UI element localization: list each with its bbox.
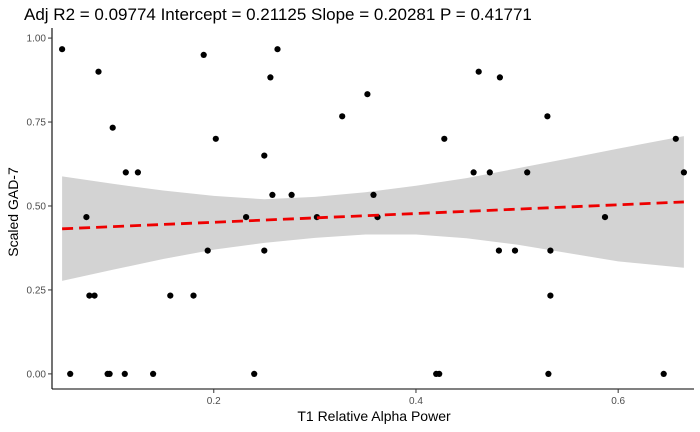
data-point [121,370,128,377]
data-point [67,370,74,377]
data-point [288,191,295,198]
confidence-band-layer [62,136,684,281]
chart-title: Adj R2 = 0.09774 Intercept = 0.21125 Slo… [24,5,532,24]
points-layer [59,46,688,377]
data-point [441,135,448,142]
x-tick-label: 0.4 [409,396,423,407]
data-point [150,370,157,377]
data-point [545,370,552,377]
data-point [95,68,102,75]
data-point [109,124,116,131]
data-point [524,169,531,176]
data-point [486,169,493,176]
x-tick-label: 0.6 [611,396,625,407]
x-axis-label: T1 Relative Alpha Power [297,408,451,424]
data-point [660,370,667,377]
x-tick-label: 0.2 [207,396,221,407]
data-point [470,169,477,176]
data-point [190,292,197,299]
data-point [436,370,443,377]
y-tick-label: 1.00 [27,34,47,45]
data-point [106,370,113,377]
data-point [547,247,554,254]
y-tick-label: 0.75 [27,118,47,129]
data-point [274,46,281,53]
regression-line [62,200,684,231]
data-point [83,214,90,221]
data-point [672,135,679,142]
y-tick-label: 0.50 [27,201,47,212]
data-point [547,292,554,299]
confidence-band [62,136,684,281]
data-point [601,214,609,221]
data-point [475,68,482,75]
data-point [167,292,174,299]
data-point [86,292,93,299]
axes-layer: 0.2 0.4 0.6 0.00 0.25 0.50 0.75 1.00 [27,28,694,407]
data-point [267,74,274,81]
fit-line-layer [62,200,684,231]
y-tick-label: 0.00 [27,369,47,380]
data-point [91,292,98,299]
data-point [269,191,276,198]
data-point [370,191,377,198]
data-point [243,214,250,221]
data-point [261,152,268,159]
y-tick-label: 0.25 [27,285,47,296]
data-point [496,74,503,81]
y-axis-label: Scaled GAD-7 [5,167,21,257]
data-point [544,113,551,120]
data-point [364,91,371,98]
data-point [251,370,258,377]
data-point [200,51,207,59]
data-point [495,247,502,254]
data-point [59,46,66,53]
data-point [339,113,346,120]
data-point [204,247,211,254]
data-point [680,169,688,176]
data-point [134,169,141,176]
data-point [511,247,519,254]
data-point [261,247,268,254]
data-point [122,169,129,176]
data-point [212,135,219,142]
